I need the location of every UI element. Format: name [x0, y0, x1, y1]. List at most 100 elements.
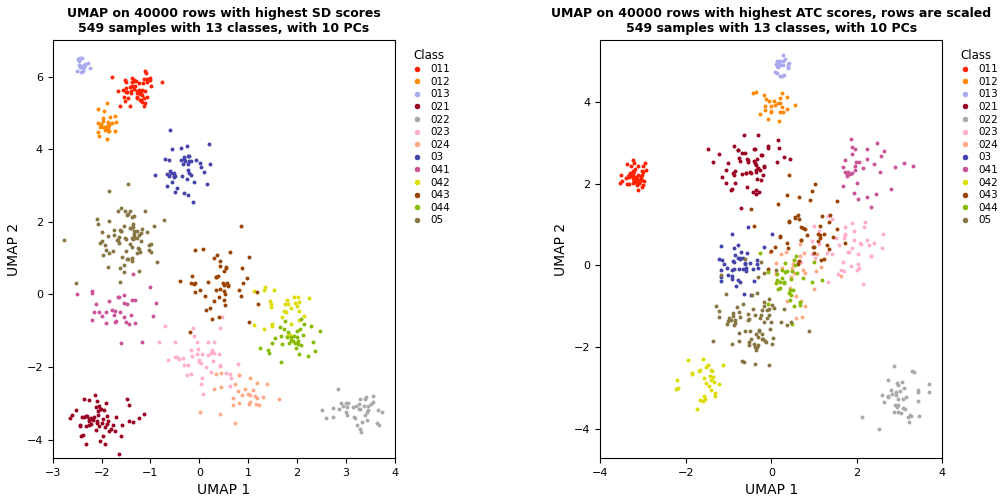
012: [757, 106, 773, 114]
043: [217, 281, 233, 289]
05: [97, 241, 113, 249]
041: [837, 156, 853, 164]
043: [811, 231, 828, 239]
043: [187, 246, 204, 254]
05: [111, 233, 127, 241]
022: [331, 405, 347, 413]
05: [749, 343, 765, 351]
024: [242, 398, 258, 406]
043: [815, 255, 832, 263]
043: [249, 288, 265, 296]
044: [781, 286, 797, 294]
012: [772, 108, 788, 116]
043: [211, 293, 227, 301]
042: [274, 313, 290, 322]
041: [98, 308, 114, 317]
024: [767, 270, 783, 278]
011: [626, 178, 642, 186]
05: [712, 313, 728, 321]
021: [748, 166, 764, 174]
05: [732, 337, 748, 345]
011: [621, 173, 637, 181]
022: [365, 392, 381, 400]
022: [876, 398, 892, 406]
021: [751, 188, 767, 196]
044: [752, 248, 768, 257]
05: [94, 228, 110, 236]
023: [850, 260, 866, 268]
042: [711, 380, 727, 388]
042: [701, 382, 717, 390]
043: [763, 247, 779, 255]
013: [74, 61, 90, 70]
043: [786, 213, 802, 221]
022: [901, 418, 917, 426]
041: [116, 291, 132, 299]
043: [802, 196, 818, 204]
X-axis label: UMAP 1: UMAP 1: [745, 483, 798, 497]
022: [363, 400, 379, 408]
011: [123, 89, 139, 97]
023: [169, 353, 185, 361]
011: [636, 176, 652, 184]
043: [794, 223, 810, 231]
024: [782, 284, 798, 292]
024: [762, 248, 778, 256]
013: [774, 72, 790, 80]
043: [793, 236, 809, 244]
021: [78, 422, 94, 430]
041: [84, 316, 100, 324]
024: [192, 408, 208, 416]
023: [213, 324, 229, 332]
022: [338, 399, 354, 407]
03: [738, 267, 754, 275]
044: [276, 325, 292, 333]
012: [772, 99, 788, 107]
044: [279, 333, 295, 341]
05: [757, 337, 773, 345]
021: [769, 158, 785, 166]
021: [77, 396, 93, 404]
041: [896, 159, 912, 167]
05: [720, 317, 736, 325]
011: [623, 162, 639, 170]
021: [770, 137, 786, 145]
043: [815, 229, 832, 237]
024: [796, 269, 812, 277]
05: [762, 326, 778, 334]
021: [731, 154, 747, 162]
041: [905, 162, 921, 170]
044: [280, 328, 296, 336]
03: [730, 255, 746, 263]
042: [688, 405, 705, 413]
011: [631, 178, 647, 186]
012: [95, 114, 111, 122]
Y-axis label: UMAP 2: UMAP 2: [554, 222, 569, 276]
03: [175, 189, 192, 197]
042: [290, 298, 306, 306]
023: [167, 338, 183, 346]
043: [209, 251, 225, 259]
024: [792, 240, 808, 248]
05: [801, 327, 817, 335]
011: [120, 94, 136, 102]
041: [110, 293, 126, 301]
044: [786, 257, 802, 265]
041: [850, 195, 866, 203]
012: [100, 117, 116, 125]
03: [727, 251, 743, 260]
05: [138, 228, 154, 236]
044: [287, 339, 303, 347]
022: [374, 408, 390, 416]
023: [194, 374, 210, 383]
021: [88, 403, 104, 411]
024: [225, 401, 241, 409]
011: [137, 67, 153, 75]
012: [102, 112, 118, 120]
05: [126, 227, 142, 235]
05: [752, 314, 768, 322]
013: [82, 64, 98, 72]
011: [129, 94, 145, 102]
041: [883, 185, 899, 193]
05: [126, 232, 142, 240]
